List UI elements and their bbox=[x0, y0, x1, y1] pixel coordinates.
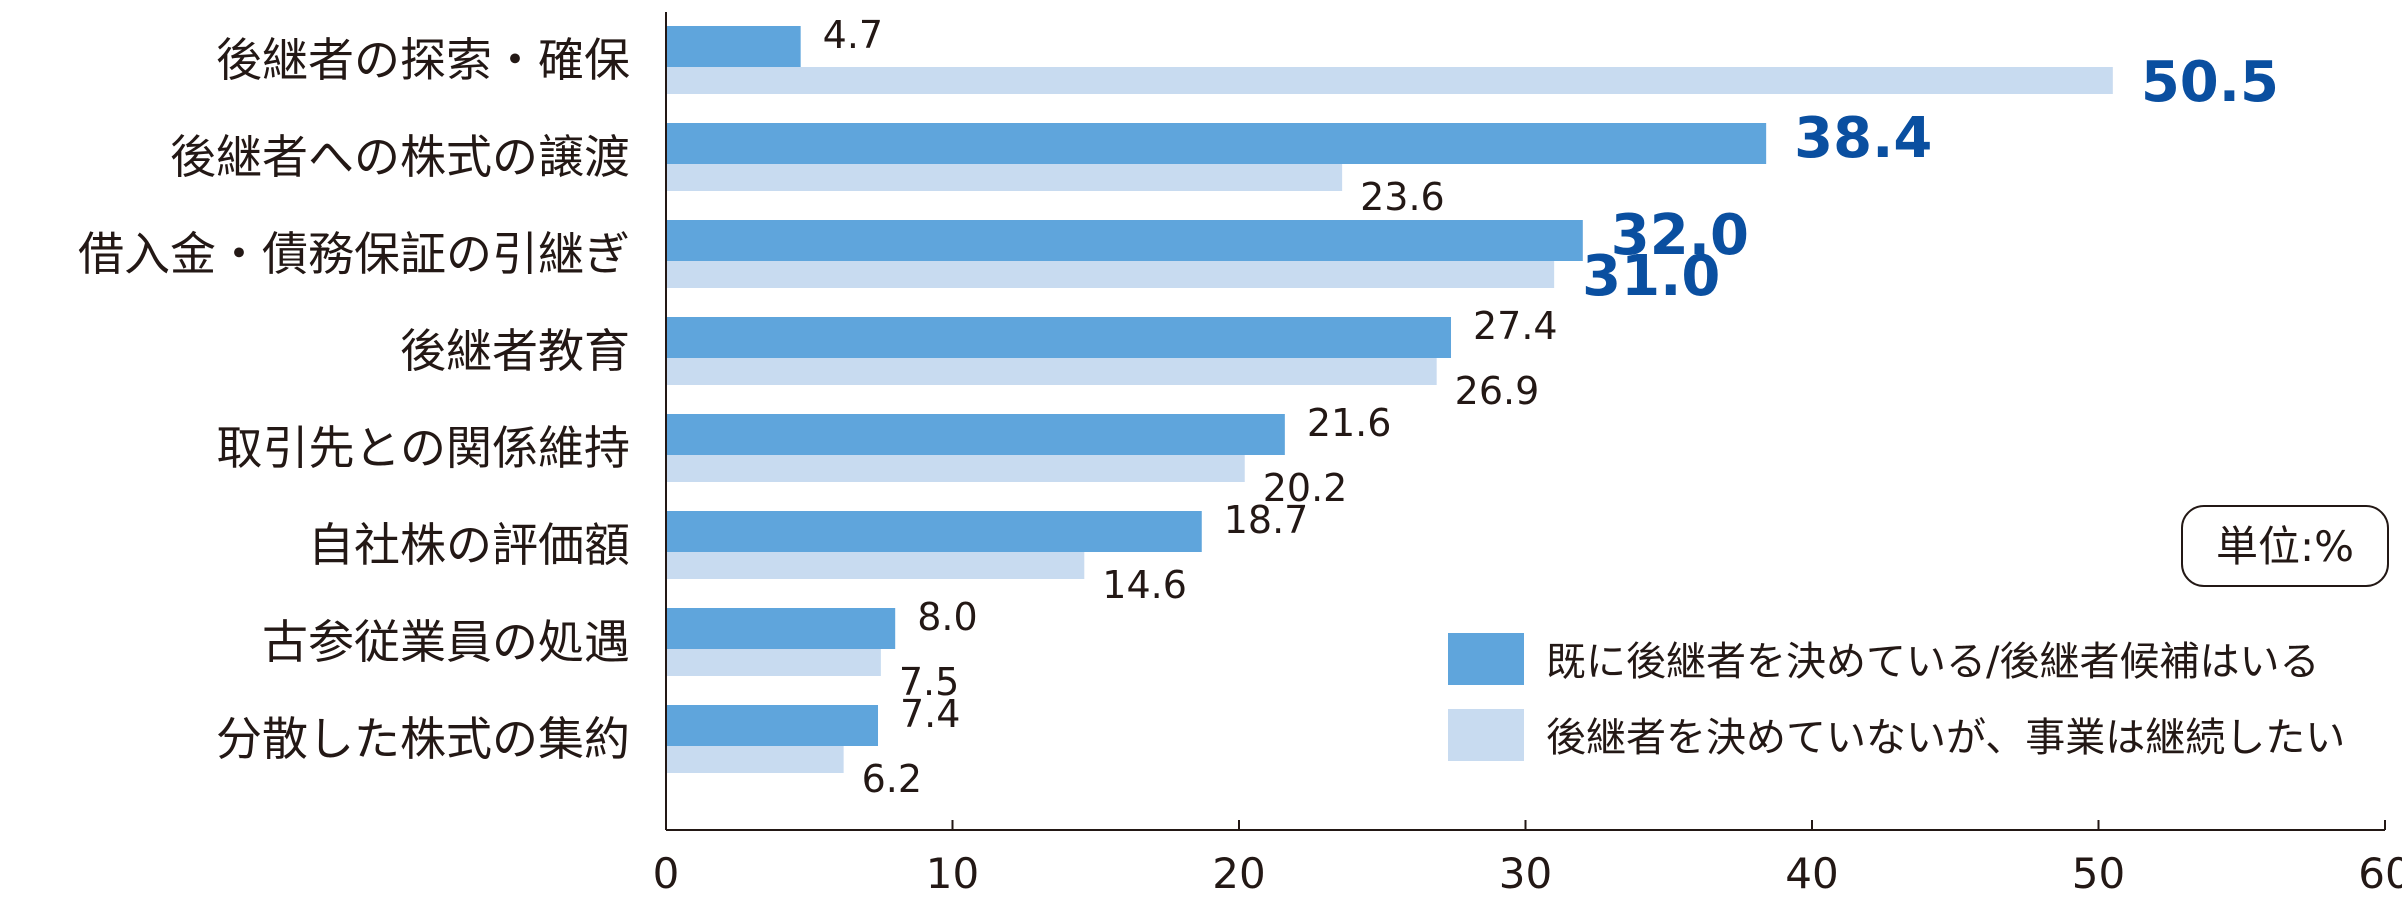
category-label: 後継者教育 bbox=[400, 324, 630, 378]
category-label: 古参従業員の処遇 bbox=[262, 615, 630, 669]
bar-series-2 bbox=[666, 649, 881, 676]
bar-series-1 bbox=[666, 220, 1583, 261]
value-label: 7.4 bbox=[900, 692, 960, 736]
bar-series-1 bbox=[666, 123, 1767, 164]
x-tick-label: 20 bbox=[1212, 849, 1265, 898]
bar-series-1 bbox=[666, 317, 1452, 358]
x-tick-label: 40 bbox=[1785, 849, 1838, 898]
category-label: 取引先との関係維持 bbox=[216, 421, 630, 475]
value-label: 23.6 bbox=[1360, 175, 1445, 219]
value-label: 26.9 bbox=[1455, 369, 1540, 413]
legend-label: 後継者を決めていないが、事業は継続したい bbox=[1546, 715, 2345, 761]
category-label: 後継者の探索・確保 bbox=[216, 33, 630, 87]
bar-series-2 bbox=[666, 67, 2113, 94]
value-label: 8.0 bbox=[917, 595, 977, 639]
x-tick-label: 0 bbox=[653, 849, 680, 898]
unit-box bbox=[2181, 505, 2389, 587]
value-label: 20.2 bbox=[1263, 466, 1348, 510]
value-label: 31.0 bbox=[1582, 244, 1720, 309]
bar-series-1 bbox=[666, 608, 896, 649]
value-label: 27.4 bbox=[1473, 304, 1558, 348]
bar-series-2 bbox=[666, 552, 1085, 579]
legend-label: 既に後継者を決めている/後継者候補はいる bbox=[1546, 639, 2319, 685]
x-tick-label: 30 bbox=[1499, 849, 1552, 898]
bar-series-1 bbox=[666, 414, 1285, 455]
bar-series-2 bbox=[666, 746, 844, 773]
value-label: 14.6 bbox=[1102, 563, 1187, 607]
bar-series-2 bbox=[666, 261, 1555, 288]
value-label: 6.2 bbox=[862, 757, 922, 801]
value-label: 32.0 bbox=[1611, 203, 1749, 268]
bar-series-2 bbox=[666, 358, 1437, 385]
bar-series-2 bbox=[666, 164, 1343, 191]
value-label: 4.7 bbox=[823, 13, 883, 57]
legend-swatch bbox=[1448, 709, 1524, 761]
legend-swatch bbox=[1448, 633, 1524, 685]
bar-series-2 bbox=[666, 455, 1245, 482]
bar-series-1 bbox=[666, 705, 879, 746]
value-label: 7.5 bbox=[899, 660, 959, 704]
x-tick-label: 50 bbox=[2072, 849, 2125, 898]
value-label: 18.7 bbox=[1224, 498, 1309, 542]
category-label: 借入金・債務保証の引継ぎ bbox=[78, 227, 630, 281]
x-tick-label: 60 bbox=[2358, 849, 2402, 898]
value-label: 50.5 bbox=[2141, 50, 2279, 115]
bar-series-1 bbox=[666, 26, 801, 67]
category-label: 分散した株式の集約 bbox=[216, 712, 630, 766]
value-label: 38.4 bbox=[1794, 106, 1932, 171]
value-label: 21.6 bbox=[1307, 401, 1392, 445]
category-label: 自社株の評価額 bbox=[308, 518, 630, 572]
unit-label: 単位:% bbox=[2216, 522, 2354, 571]
bar-series-1 bbox=[666, 511, 1202, 552]
category-label: 後継者への株式の譲渡 bbox=[170, 130, 630, 184]
x-tick-label: 10 bbox=[926, 849, 979, 898]
